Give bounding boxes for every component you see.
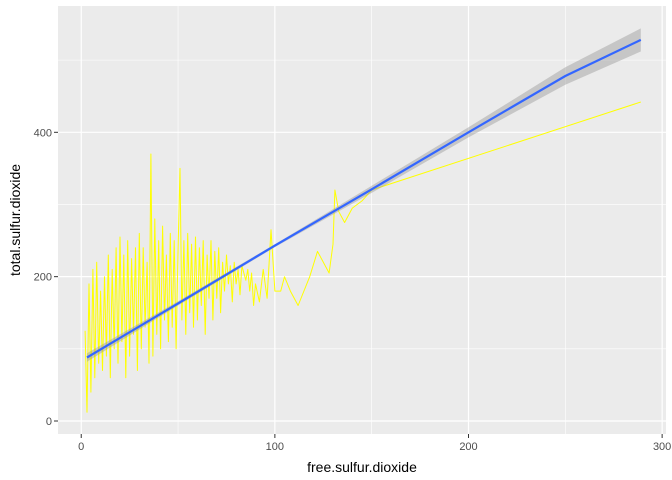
x-tick-label: 0	[78, 441, 84, 453]
y-axis-title: total.sulfur.dioxide	[7, 164, 23, 276]
axis-ticks: 0 100 200 300 0 200 400	[34, 127, 672, 453]
gridlines	[58, 6, 666, 434]
y-tick-label: 200	[34, 272, 52, 284]
plot-data	[84, 28, 642, 413]
x-axis-title: free.sulfur.dioxide	[307, 459, 417, 475]
x-tick-label: 200	[459, 441, 477, 453]
y-tick-label: 400	[34, 127, 52, 139]
y-tick-label: 0	[46, 416, 52, 428]
smooth-line	[86, 38, 642, 359]
data-line	[84, 101, 641, 413]
x-tick-label: 100	[266, 441, 284, 453]
x-tick-label: 300	[653, 441, 671, 453]
